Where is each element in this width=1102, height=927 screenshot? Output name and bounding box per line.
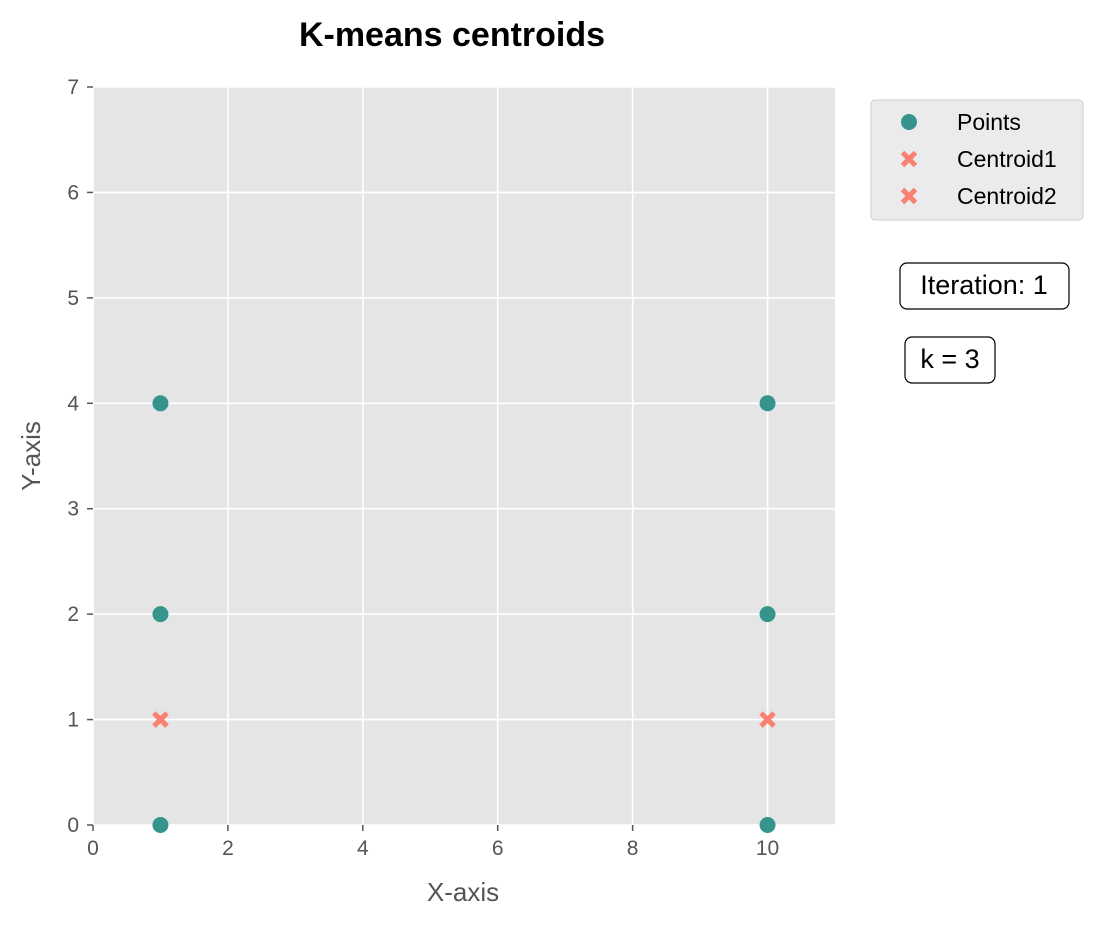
legend-marker [900,187,918,205]
x-axis-label: X-axis [427,877,499,907]
legend-label: Centroid1 [957,146,1057,172]
annotation-text: k = 3 [920,344,979,374]
data-point [152,817,169,833]
grid-lines [92,86,835,826]
y-axis-label: Y-axis [16,421,46,491]
plot-area [93,87,835,825]
annotation-box [899,262,1070,310]
y-tick-label: 3 [67,498,79,521]
centroid-marker [152,711,169,728]
data-point [152,606,169,623]
centroid-marker [759,711,776,728]
legend-label: Centroid2 [957,183,1057,209]
legend-box [870,99,1084,221]
legend-marker [900,150,918,168]
data-point [759,395,776,412]
y-tick-label: 6 [67,181,79,204]
annotations: Iteration: 1 k = 3 [899,262,1070,384]
x-tick-label: 2 [222,837,234,860]
y-tick-label: 2 [67,603,79,626]
annotation-text: Iteration: 1 [920,270,1048,300]
legend: Points Centroid1 Centroid2 [870,99,1084,221]
y-tick-label: 1 [67,709,79,732]
legend-marker [901,114,917,130]
y-tick-label: 5 [67,287,79,310]
y-tick-label: 4 [67,392,79,415]
data-point [759,606,776,623]
y-tick-label: 7 [67,76,79,99]
x-tick-label: 6 [492,837,504,860]
data-point [759,817,776,833]
y-tick-label: 0 [67,814,79,837]
legend-label: Points [957,109,1021,135]
x-tick-label: 8 [627,837,639,860]
x-tick-label: 0 [87,837,99,860]
annotation-box [904,336,996,384]
x-tick-label: 10 [756,837,779,860]
data-marks [152,395,776,833]
data-point [152,395,169,412]
chart-title: K-means centroids [299,16,605,54]
x-tick-label: 4 [357,837,369,860]
